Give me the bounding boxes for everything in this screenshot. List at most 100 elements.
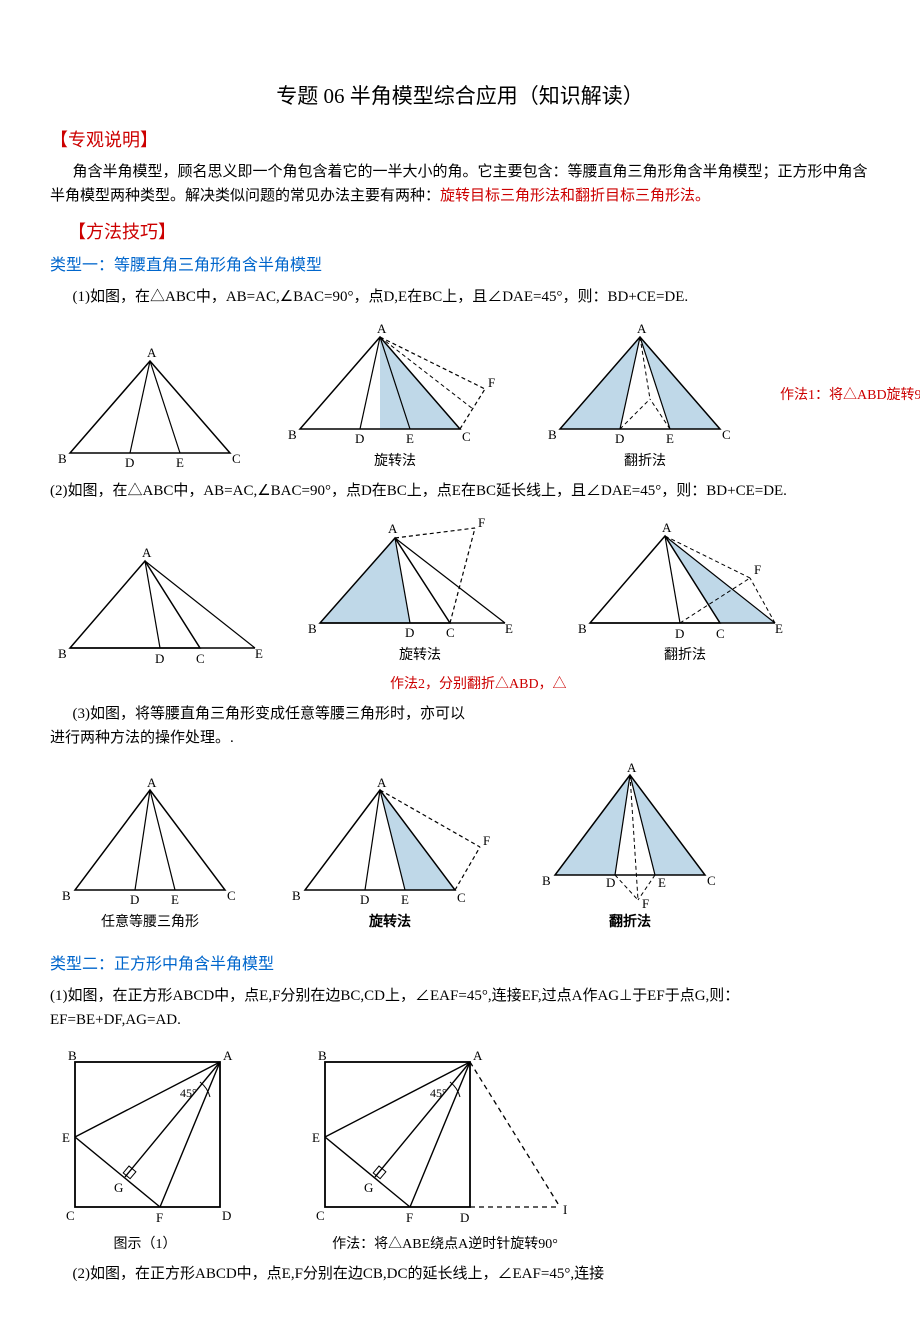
triangle-rotation-svg: A B C D E F bbox=[280, 319, 510, 449]
page-title: 专题 06 半角模型综合应用（知识解读） bbox=[50, 80, 870, 114]
type1-fig2: A B C D E bbox=[50, 543, 270, 668]
caption-any-iso: 任意等腰三角形 bbox=[101, 912, 199, 934]
svg-text:E: E bbox=[666, 431, 674, 446]
svg-text:D: D bbox=[615, 431, 624, 446]
type1-fig3: A B C D E 任意等腰三角形 bbox=[50, 775, 250, 934]
svg-text:I: I bbox=[563, 1202, 567, 1217]
svg-text:E: E bbox=[176, 455, 184, 470]
caption-fold: 翻折法 bbox=[624, 451, 666, 473]
svg-text:A: A bbox=[473, 1048, 483, 1063]
svg-text:D: D bbox=[360, 892, 369, 907]
svg-text:F: F bbox=[754, 562, 761, 577]
type1-p2: (2)如图，在△ABC中，AB=AC,∠BAC=90°，点D在BC上，点E在BC… bbox=[50, 479, 870, 503]
svg-text:D: D bbox=[675, 626, 684, 641]
svg-text:B: B bbox=[58, 451, 67, 466]
type1-fig3-fold: A B C D E F 翻折法 bbox=[530, 760, 730, 934]
svg-text:B: B bbox=[288, 427, 297, 442]
triangle-fold-svg: A B C D E bbox=[540, 319, 750, 449]
svg-text:E: E bbox=[312, 1130, 320, 1145]
caption-rotation-3: 旋转法 bbox=[369, 912, 411, 934]
svg-text:F: F bbox=[642, 896, 649, 910]
svg-text:B: B bbox=[548, 427, 557, 442]
svg-text:C: C bbox=[316, 1208, 325, 1223]
type1-figure-row-2: A B C D E A B C D E F 旋转法 bbox=[50, 513, 870, 667]
svg-text:C: C bbox=[227, 888, 236, 903]
svg-text:D: D bbox=[222, 1208, 231, 1223]
type1-fig2-rotation: A B C D E F 旋转法 bbox=[300, 513, 540, 667]
svg-text:E: E bbox=[505, 621, 513, 636]
type1-figure-row-3: A B C D E 任意等腰三角形 A B C D E F 旋转法 bbox=[50, 760, 870, 934]
type1-figure-row-1: A B C D E A B C D E F 旋转法 bbox=[50, 319, 870, 473]
caption-square-1: 图示（1） bbox=[114, 1234, 177, 1256]
svg-text:B: B bbox=[578, 621, 587, 636]
type1-p3: (3)如图，将等腰直角三角形变成任意等腰三角形时，亦可以进行两种方法的操作处理。… bbox=[50, 702, 470, 750]
type1-act2: 作法2，分别翻折△ABD，△ bbox=[390, 674, 870, 696]
svg-text:B: B bbox=[68, 1048, 77, 1063]
type1-heading: 类型一：等腰直角三角形角含半角模型 bbox=[50, 253, 870, 279]
svg-text:D: D bbox=[460, 1210, 469, 1225]
svg-text:B: B bbox=[58, 646, 67, 661]
type1-act1: 作法1：将△ABD旋转90° bbox=[780, 385, 920, 407]
svg-text:C: C bbox=[196, 651, 205, 666]
type1-act1-wrap: 作法1：将△ABD旋转90° bbox=[780, 385, 920, 407]
svg-text:A: A bbox=[377, 775, 387, 790]
caption-rotation-2: 旋转法 bbox=[399, 645, 441, 667]
svg-text:A: A bbox=[388, 521, 398, 536]
square-abcd-svg: 45° B A E C F D G bbox=[50, 1042, 240, 1232]
svg-text:F: F bbox=[406, 1210, 413, 1225]
svg-text:A: A bbox=[662, 520, 672, 535]
svg-text:D: D bbox=[125, 455, 134, 470]
type1-p1: (1)如图，在△ABC中，AB=AC,∠BAC=90°，点D,E在BC上，且∠D… bbox=[50, 285, 870, 309]
caption-square-2: 作法：将△ABE绕点A逆时针旋转90° bbox=[332, 1234, 558, 1256]
any-iso-rot-svg: A B C D E F bbox=[280, 775, 500, 910]
svg-text:E: E bbox=[62, 1130, 70, 1145]
svg-text:F: F bbox=[156, 1210, 163, 1225]
svg-text:D: D bbox=[130, 892, 139, 907]
type2-fig1: 45° B A E C F D G 图示（1） bbox=[50, 1042, 240, 1256]
svg-text:G: G bbox=[364, 1180, 373, 1195]
triangle-ext-svg: A B C D E bbox=[50, 543, 270, 668]
svg-text:A: A bbox=[627, 760, 637, 775]
svg-text:C: C bbox=[707, 873, 716, 888]
svg-text:45°: 45° bbox=[430, 1086, 447, 1100]
svg-text:C: C bbox=[462, 429, 471, 444]
svg-text:B: B bbox=[62, 888, 71, 903]
type1-fig2-fold: A B C D E F 翻折法 bbox=[570, 518, 800, 667]
svg-text:A: A bbox=[637, 321, 647, 336]
type2-p1: (1)如图，在正方形ABCD中，点E,F分别在边BC,CD上，∠EAF=45°,… bbox=[50, 984, 870, 1032]
svg-text:F: F bbox=[483, 833, 490, 848]
svg-text:E: E bbox=[658, 875, 666, 890]
svg-text:45°: 45° bbox=[180, 1086, 197, 1100]
svg-text:C: C bbox=[722, 427, 731, 442]
any-iso-fold-svg: A B C D E F bbox=[530, 760, 730, 910]
triangle-abc-de: A B C D E bbox=[50, 343, 250, 473]
caption-fold-2: 翻折法 bbox=[664, 645, 706, 667]
caption-fold-3: 翻折法 bbox=[609, 912, 651, 934]
svg-text:B: B bbox=[542, 873, 551, 888]
svg-text:F: F bbox=[488, 375, 495, 390]
svg-text:F: F bbox=[478, 515, 485, 530]
type2-figure-row-1: 45° B A E C F D G 图示（1） 45° B A E bbox=[50, 1042, 870, 1256]
type2-fig2: 45° B A E C F D G I 作法：将△ABE绕点A逆时针旋转90° bbox=[300, 1042, 590, 1256]
svg-text:A: A bbox=[147, 345, 157, 360]
section-heading-overview: 【专观说明】 bbox=[50, 126, 870, 155]
type2-heading: 类型二：正方形中角含半角模型 bbox=[50, 952, 870, 978]
svg-text:A: A bbox=[223, 1048, 233, 1063]
svg-text:E: E bbox=[775, 621, 783, 636]
any-iso-svg: A B C D E bbox=[50, 775, 250, 910]
svg-text:A: A bbox=[377, 321, 387, 336]
triangle-ext-fold-svg: A B C D E F bbox=[570, 518, 800, 643]
svg-text:A: A bbox=[142, 545, 152, 560]
svg-text:D: D bbox=[606, 875, 615, 890]
svg-text:D: D bbox=[355, 431, 364, 446]
svg-text:C: C bbox=[232, 451, 241, 466]
caption-rotation: 旋转法 bbox=[374, 451, 416, 473]
triangle-ext-rot-svg: A B C D E F bbox=[300, 513, 540, 643]
svg-text:C: C bbox=[446, 625, 455, 640]
type2-p2: (2)如图，在正方形ABCD中，点E,F分别在边CB,DC的延长线上，∠EAF=… bbox=[50, 1262, 870, 1286]
svg-text:B: B bbox=[308, 621, 317, 636]
svg-text:C: C bbox=[716, 626, 725, 641]
type1-fig3-rotation: A B C D E F 旋转法 bbox=[280, 775, 500, 934]
svg-text:E: E bbox=[255, 646, 263, 661]
svg-text:G: G bbox=[114, 1180, 123, 1195]
